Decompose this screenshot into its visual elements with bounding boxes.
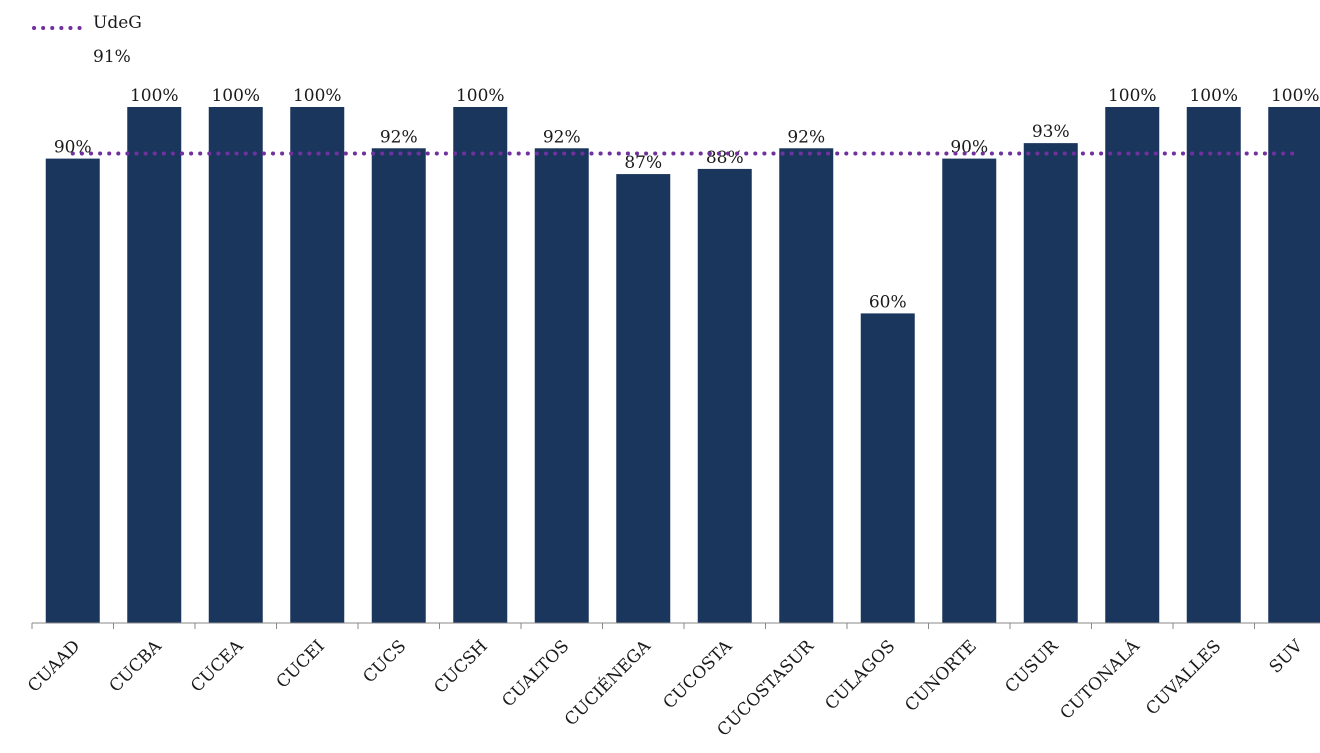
value-label-cusur: 93% <box>1032 122 1070 142</box>
category-label-cucsh: CUCSH <box>430 636 491 697</box>
category-label-cucei: CUCEI <box>273 636 329 692</box>
value-label-cutonala: 100% <box>1108 86 1157 106</box>
bar-cualtos <box>534 148 589 623</box>
x-axis <box>31 622 1320 629</box>
value-label-cucienega: 87% <box>624 153 662 173</box>
legend-udeg-value: 91% <box>93 47 131 67</box>
value-label-cunorte: 90% <box>950 138 988 158</box>
value-label-cucosta: 88% <box>706 148 744 168</box>
value-label-suv: 100% <box>1271 86 1320 106</box>
bar-cucsh <box>453 107 508 623</box>
bar-suv <box>1268 107 1320 623</box>
category-label-cutonala: CUTONALÁ <box>1056 635 1144 723</box>
category-label-cucs: CUCS <box>359 636 410 687</box>
legend: UdeG 91% <box>32 13 142 67</box>
bar-cucienega <box>616 174 671 623</box>
value-label-cucs: 92% <box>380 127 418 147</box>
bar-cucei <box>290 107 345 623</box>
category-label-cucea: CUCEA <box>187 636 248 697</box>
category-label-cunorte: CUNORTE <box>901 636 980 715</box>
legend-udeg-label: UdeG <box>93 13 142 33</box>
bar-cucba <box>127 107 182 623</box>
value-label-cucba: 100% <box>130 86 179 106</box>
bar-cucea <box>208 107 263 623</box>
value-label-cucostasur: 92% <box>787 127 825 147</box>
value-label-cualtos: 92% <box>543 127 581 147</box>
value-label-cuvalles: 100% <box>1189 86 1238 106</box>
bar-cutonala <box>1105 107 1160 623</box>
category-label-cucba: CUCBA <box>106 636 167 697</box>
value-label-cucei: 100% <box>293 86 342 106</box>
category-label-cualtos: CUALTOS <box>498 636 573 711</box>
bar-cucosta <box>697 168 752 624</box>
category-label-cucosta: CUCOSTA <box>659 636 736 713</box>
value-label-cucsh: 100% <box>456 86 505 106</box>
category-label-cusur: CUSUR <box>1001 636 1063 698</box>
category-label-culagos: CULAGOS <box>821 636 899 714</box>
category-label-cuvalles: CUVALLES <box>1142 636 1225 719</box>
value-label-culagos: 60% <box>869 292 907 312</box>
bar-cusur <box>1023 143 1078 623</box>
value-label-cucea: 100% <box>211 86 260 106</box>
bars-group <box>45 107 1320 624</box>
category-labels-group: CUAAD CUCBA CUCEA CUCEI CUCS CUCSH CUALTOSCUCI… <box>24 635 1307 740</box>
category-label-suv: SUV <box>1266 636 1308 678</box>
bar-culagos <box>860 313 915 623</box>
bar-cunorte <box>942 158 997 623</box>
bar-cucostasur <box>779 148 834 623</box>
bar-cuvalles <box>1186 107 1241 623</box>
category-label-cucienega: CUCIÉNEGA <box>560 635 655 730</box>
bar-cucs <box>371 148 426 623</box>
bar-cuaad <box>45 158 100 623</box>
category-label-cuaad: CUAAD <box>24 636 84 696</box>
value-labels-group: 90%100% 100% 100%92%100%92%87% 88%92%60%90%… <box>54 86 1320 312</box>
